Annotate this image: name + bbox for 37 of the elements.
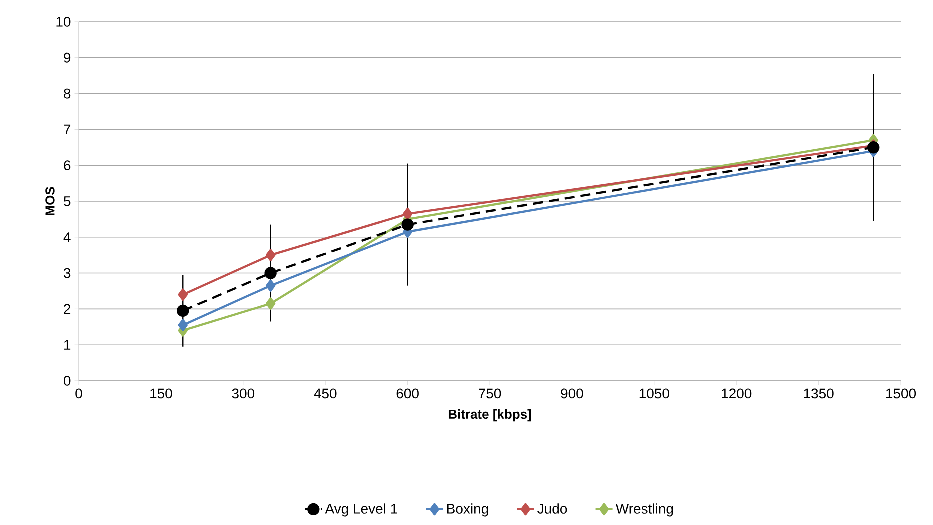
y-tick-label: 8	[64, 88, 71, 99]
point	[266, 298, 276, 310]
y-tick-label: 2	[64, 304, 71, 314]
x-tick-label: 1200	[722, 388, 752, 399]
legend-label: Boxing	[447, 504, 488, 517]
y-tick-label: 5	[64, 196, 71, 206]
point	[177, 304, 190, 318]
x-tick-label: 600	[396, 388, 419, 399]
x-tick-label: 450	[314, 388, 337, 399]
y-axis-title: MOS	[46, 187, 55, 216]
x-tick-label: 0	[76, 388, 82, 399]
point	[178, 319, 188, 332]
point	[178, 288, 188, 301]
x-tick-label: 300	[232, 388, 255, 399]
x-tick-label: 900	[561, 388, 584, 399]
x-tick-label: 750	[479, 388, 502, 399]
point	[402, 218, 414, 231]
y-tick-label: 4	[64, 232, 71, 242]
point	[266, 249, 276, 262]
point	[266, 280, 276, 292]
y-tick-label: 9	[64, 52, 71, 63]
y-tick-label: 10	[56, 17, 71, 27]
x-tick-label: 1350	[804, 388, 834, 399]
y-tick-label: 3	[64, 268, 71, 278]
x-tick-label: 1500	[886, 388, 916, 399]
y-tick-label: 1	[64, 340, 71, 350]
x-axis-title: Bitrate [kbps]	[448, 410, 532, 422]
y-tick-label: 7	[64, 124, 71, 134]
legend-label: Wrestling	[616, 504, 674, 517]
legend-label: Judo	[538, 504, 568, 514]
point	[264, 267, 277, 280]
y-tick-label: 0	[64, 376, 71, 386]
x-tick-label: 1050	[640, 388, 670, 399]
y-tick-label: 6	[64, 160, 71, 171]
point	[402, 208, 413, 220]
x-tick-label: 150	[150, 388, 172, 399]
legend-label: Avg Level 1	[325, 504, 398, 517]
